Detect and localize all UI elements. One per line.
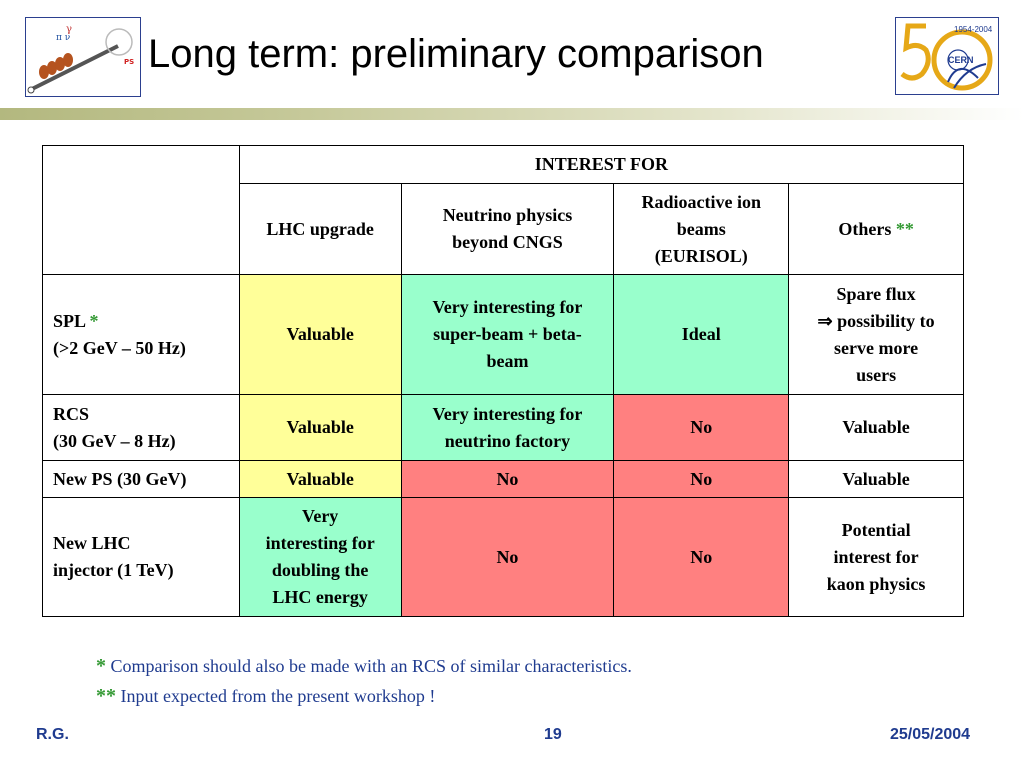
- row-detail: (30 GeV – 8 Hz): [53, 430, 176, 451]
- footer-page-number: 19: [544, 726, 562, 743]
- cell-rcs-lhc: Valuable: [238, 394, 402, 461]
- cell-text: No: [690, 546, 713, 567]
- table-corner-cell: [42, 145, 240, 275]
- comparison-table: INTEREST FOR LHC upgrade Neutrino physic…: [42, 145, 965, 617]
- row-header-spl: SPL * (>2 GeV – 50 Hz): [42, 274, 240, 395]
- cell-newps-others: Valuable: [788, 460, 964, 498]
- cell-newlhc-lhc: Very interesting for doubling the LHC en…: [238, 497, 402, 617]
- cell-text: LHC energy: [272, 587, 368, 607]
- column-header-lhc-upgrade: LHC upgrade: [238, 183, 402, 275]
- cell-text: Valuable: [842, 417, 910, 437]
- table-column-header-row: LHC upgrade Neutrino physics beyond CNGS…: [43, 183, 964, 275]
- cell-text: Spare flux: [836, 283, 916, 304]
- column-header-label: Radioactive ion: [641, 191, 761, 212]
- cell-text: Valuable: [286, 468, 354, 489]
- cell-text: No: [496, 546, 519, 567]
- cell-newlhc-others: Potential interest for kaon physics: [788, 497, 964, 617]
- cern-50-logo: 1954-2004 CERN: [895, 17, 999, 95]
- cell-text: users: [856, 364, 897, 385]
- row-detail: (>2 GeV – 50 Hz): [53, 337, 186, 358]
- footnote-1: * Comparison should also be made with an…: [96, 651, 632, 681]
- cell-rcs-neutrino: Very interesting for neutrino factory: [400, 394, 615, 461]
- row-name: SPL: [53, 310, 86, 331]
- cell-rcs-radioactive: No: [613, 394, 790, 461]
- note-marker: *: [96, 655, 106, 677]
- cell-text: kaon physics: [826, 573, 926, 594]
- table-row-rcs: RCS (30 GeV – 8 Hz) Valuable Very intere…: [42, 394, 964, 461]
- cell-text: interesting for: [265, 533, 375, 553]
- cell-text: serve more: [834, 337, 919, 358]
- row-header-rcs: RCS (30 GeV – 8 Hz): [42, 394, 240, 461]
- footer-author: R.G.: [36, 726, 69, 743]
- interest-for-header: INTEREST FOR: [238, 145, 965, 184]
- row-name: New PS (30 GeV): [53, 468, 187, 489]
- cell-text: doubling the: [271, 560, 369, 580]
- cell-newps-radioactive: No: [613, 460, 790, 498]
- table-header-row: INTEREST FOR: [42, 145, 965, 275]
- column-header-label: Others: [838, 218, 892, 239]
- page-title: Long term: preliminary comparison: [148, 32, 764, 76]
- svg-text:π ν: π ν: [56, 33, 70, 43]
- cell-text: No: [690, 417, 713, 437]
- cell-text: Ideal: [681, 324, 721, 344]
- cell-newps-neutrino: No: [400, 460, 615, 498]
- cell-newps-lhc: Valuable: [238, 460, 402, 498]
- cell-spl-others: Spare flux ⇒ possibility to serve more u…: [788, 274, 964, 395]
- footnote-text: Input expected from the present workshop…: [120, 686, 436, 706]
- cell-text: No: [690, 468, 713, 489]
- column-header-radioactive: Radioactive ion beams (EURISOL): [613, 183, 790, 275]
- cell-text: Very interesting for: [432, 403, 583, 424]
- title-divider-bar: [0, 108, 1024, 120]
- column-header-label: beams: [676, 218, 726, 239]
- cell-text: Very: [301, 506, 339, 526]
- cell-rcs-others: Valuable: [788, 394, 964, 461]
- cell-text: Valuable: [842, 468, 910, 489]
- row-detail: injector (1 TeV): [53, 560, 174, 580]
- row-name: New LHC: [53, 533, 131, 553]
- cell-text: beam: [486, 351, 529, 371]
- footnote-2: ** Input expected from the present works…: [96, 681, 632, 711]
- table-row-new-ps: New PS (30 GeV) Valuable No No Valuable: [42, 460, 964, 498]
- cern-years-text: 1954-2004: [954, 25, 993, 34]
- ps-logo: γ π ν PS: [25, 17, 141, 97]
- cell-newlhc-neutrino: No: [400, 497, 615, 617]
- column-header-label: Neutrino physics: [442, 205, 573, 225]
- cell-text: interest for: [833, 546, 919, 567]
- note-marker: **: [895, 218, 914, 239]
- column-header-others: Others **: [788, 183, 964, 275]
- cern-name-text: CERN: [948, 55, 974, 65]
- row-header-new-ps: New PS (30 GeV): [42, 460, 240, 498]
- cell-text: Very interesting for: [432, 297, 583, 317]
- column-header-label: beyond CNGS: [452, 232, 563, 252]
- footer-date: 25/05/2004: [890, 726, 971, 743]
- cell-text: ⇒ possibility to: [817, 310, 935, 331]
- cell-newlhc-radioactive: No: [613, 497, 790, 617]
- cell-text: Valuable: [286, 417, 354, 437]
- cell-text: neutrino factory: [444, 430, 571, 451]
- cell-text: super-beam + beta-: [433, 324, 582, 344]
- row-name: RCS: [53, 403, 90, 424]
- row-header-new-lhc: New LHC injector (1 TeV): [42, 497, 240, 617]
- cell-text: Potential: [841, 519, 911, 540]
- column-header-label: (EURISOL): [654, 245, 748, 266]
- cell-text: No: [496, 468, 519, 489]
- note-marker: **: [96, 685, 116, 707]
- footnote-text: Comparison should also be made with an R…: [110, 656, 632, 676]
- cell-spl-lhc: Valuable: [238, 274, 402, 395]
- column-header-label: LHC upgrade: [266, 218, 374, 239]
- svg-text:PS: PS: [124, 58, 134, 66]
- column-header-neutrino: Neutrino physics beyond CNGS: [400, 183, 615, 275]
- note-marker: *: [89, 310, 99, 331]
- footnotes: * Comparison should also be made with an…: [96, 651, 632, 711]
- svg-text:γ: γ: [66, 24, 72, 35]
- table-row-spl: SPL * (>2 GeV – 50 Hz) Valuable Very int…: [42, 274, 964, 395]
- table-row-new-lhc: New LHC injector (1 TeV) Very interestin…: [42, 497, 964, 617]
- cell-spl-neutrino: Very interesting for super-beam + beta- …: [400, 274, 615, 395]
- cell-text: Valuable: [286, 324, 354, 344]
- cell-spl-radioactive: Ideal: [613, 274, 790, 395]
